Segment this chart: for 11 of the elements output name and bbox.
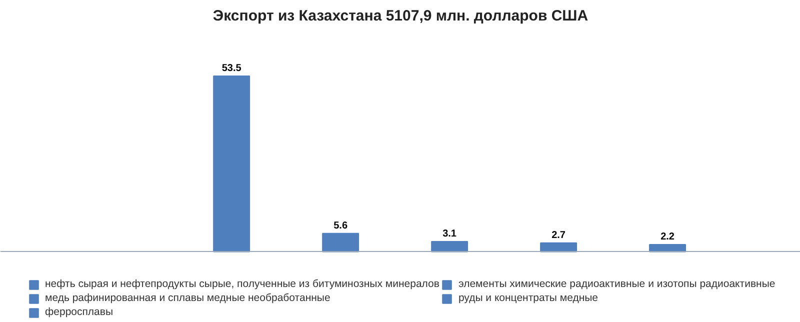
legend-label: нефть сырая и нефтепродукты сырые, полученные из битуминозных минералов <box>45 278 440 290</box>
data-label: 2.2 <box>660 232 675 243</box>
data-label: 5.6 <box>334 220 348 232</box>
legend-label: элементы химические радиоактивные и изотопы радиоактивные <box>458 278 776 290</box>
data-label: 3.1 <box>442 228 457 240</box>
legend-label: руды и концентраты медные <box>458 292 598 304</box>
legend-label: медь рафинированная и сплавы медные необработанные <box>45 292 330 304</box>
data-label: 53.5 <box>222 63 242 74</box>
chart-title: Экспорт из Казахстана 5107,9 млн. долларов США <box>212 8 588 24</box>
legend-label: ферросплавы <box>45 306 114 318</box>
data-label: 2.7 <box>552 230 566 241</box>
